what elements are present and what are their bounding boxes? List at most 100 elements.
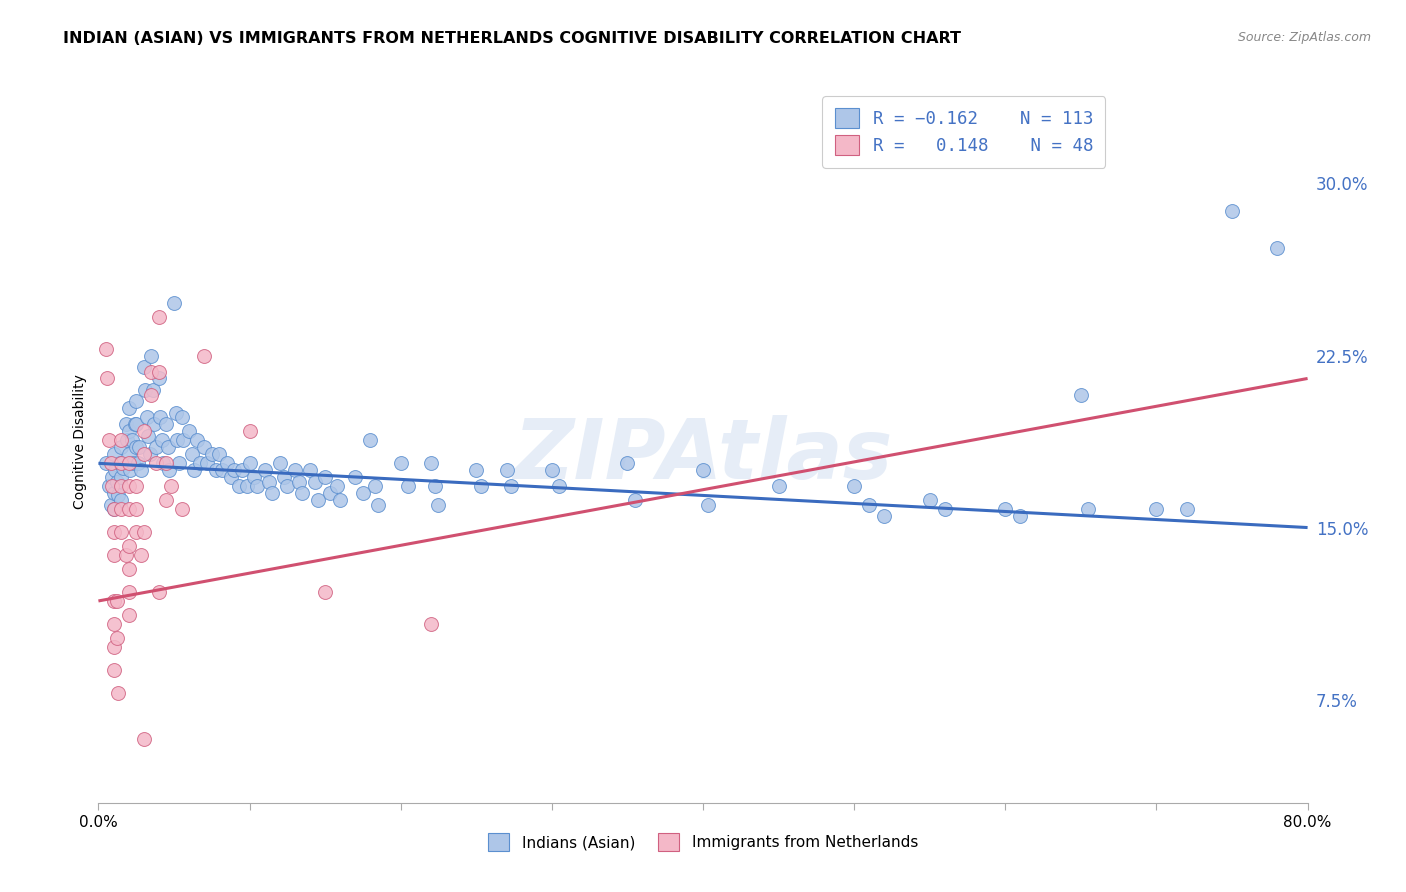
Point	[253, 463, 276, 477]
Point	[118, 401, 141, 416]
Point	[118, 562, 141, 576]
Point	[118, 607, 141, 622]
Point	[844, 479, 866, 493]
Point	[163, 295, 186, 310]
Point	[122, 456, 145, 470]
Point	[143, 417, 166, 432]
Point	[103, 525, 125, 540]
Point	[360, 434, 382, 448]
Point	[288, 475, 311, 489]
Point	[179, 424, 201, 438]
Point	[768, 479, 790, 493]
Point	[221, 470, 243, 484]
Point	[94, 342, 117, 356]
Point	[141, 365, 163, 379]
Point	[98, 479, 121, 493]
Point	[427, 498, 450, 512]
Point	[276, 479, 298, 493]
Point	[183, 463, 205, 477]
Point	[172, 434, 194, 448]
Point	[100, 456, 122, 470]
Point	[284, 463, 307, 477]
Point	[314, 470, 336, 484]
Point	[152, 456, 174, 470]
Point	[211, 463, 233, 477]
Point	[142, 383, 165, 397]
Point	[125, 525, 148, 540]
Point	[148, 371, 170, 385]
Point	[103, 594, 125, 608]
Point	[155, 493, 177, 508]
Point	[495, 463, 517, 477]
Point	[139, 447, 162, 461]
Point	[110, 440, 132, 454]
Point	[120, 463, 142, 477]
Text: ZIPAtlas: ZIPAtlas	[513, 416, 893, 497]
Point	[170, 410, 193, 425]
Point	[127, 456, 149, 470]
Point	[224, 463, 246, 477]
Point	[228, 479, 250, 493]
Point	[114, 417, 136, 432]
Point	[352, 486, 374, 500]
Point	[235, 479, 257, 493]
Point	[166, 434, 188, 448]
Point	[145, 456, 167, 470]
Point	[141, 387, 163, 401]
Point	[103, 663, 125, 677]
Point	[105, 594, 128, 608]
Point	[159, 463, 181, 477]
Point	[470, 479, 492, 493]
Point	[420, 456, 443, 470]
Point	[121, 434, 143, 448]
Point	[1267, 241, 1289, 255]
Legend: Indians (Asian), Immigrants from Netherlands: Indians (Asian), Immigrants from Netherl…	[479, 824, 927, 860]
Point	[110, 479, 132, 493]
Point	[103, 486, 125, 500]
Point	[186, 434, 208, 448]
Point	[243, 470, 266, 484]
Point	[125, 440, 148, 454]
Point	[134, 383, 156, 397]
Point	[616, 456, 638, 470]
Point	[205, 463, 228, 477]
Point	[135, 410, 157, 425]
Point	[129, 548, 152, 562]
Point	[125, 417, 148, 432]
Point	[858, 498, 880, 512]
Point	[193, 349, 215, 363]
Point	[103, 447, 125, 461]
Point	[103, 616, 125, 631]
Point	[181, 447, 204, 461]
Point	[118, 502, 141, 516]
Point	[108, 456, 131, 470]
Point	[110, 434, 132, 448]
Point	[314, 584, 336, 599]
Point	[195, 456, 218, 470]
Point	[136, 429, 159, 443]
Point	[231, 463, 253, 477]
Point	[420, 616, 443, 631]
Point	[145, 440, 167, 454]
Point	[110, 456, 132, 470]
Point	[94, 456, 117, 470]
Point	[148, 365, 170, 379]
Point	[101, 470, 124, 484]
Point	[103, 640, 125, 654]
Point	[170, 502, 193, 516]
Point	[155, 456, 177, 470]
Point	[129, 463, 152, 477]
Point	[111, 461, 134, 475]
Point	[692, 463, 714, 477]
Point	[548, 479, 571, 493]
Point	[257, 475, 280, 489]
Point	[208, 447, 231, 461]
Point	[1070, 387, 1092, 401]
Point	[396, 479, 419, 493]
Text: INDIAN (ASIAN) VS IMMIGRANTS FROM NETHERLANDS COGNITIVE DISABILITY CORRELATION C: INDIAN (ASIAN) VS IMMIGRANTS FROM NETHER…	[63, 31, 962, 46]
Point	[132, 525, 155, 540]
Point	[269, 456, 291, 470]
Point	[364, 479, 387, 493]
Point	[104, 463, 127, 477]
Point	[624, 493, 647, 508]
